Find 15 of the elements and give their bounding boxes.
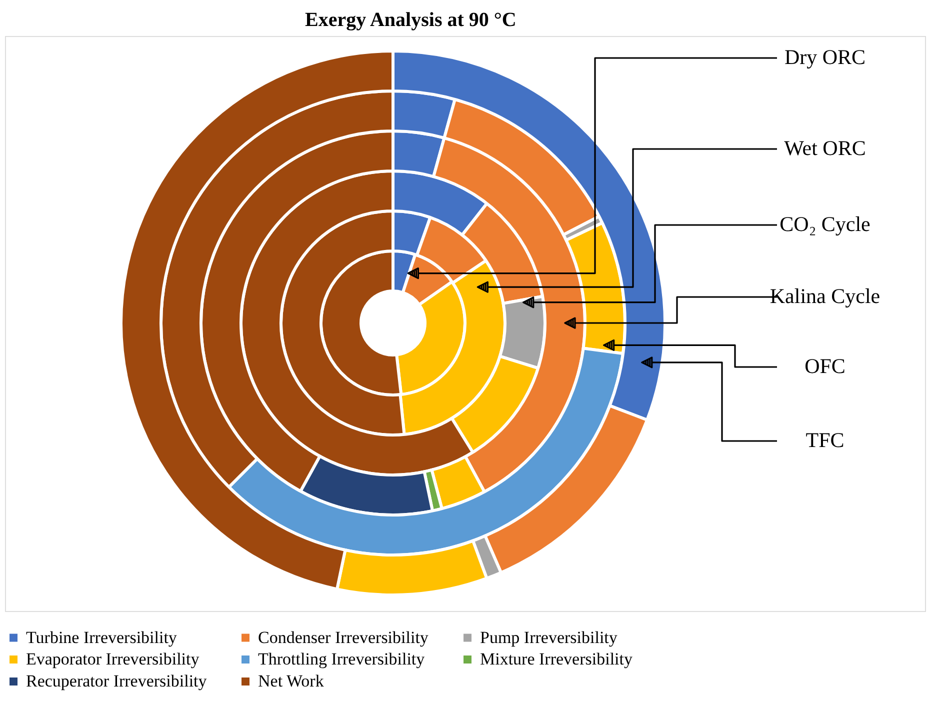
text: Kalina Cycle (770, 284, 880, 308)
legend-label: Recuperator Irreversibility (26, 672, 208, 690)
legend-label: Mixture Irreversibility (480, 650, 633, 668)
legend-label: Throttling Irreversibility (258, 650, 426, 668)
legend-label: Turbine Irreversibility (26, 628, 178, 647)
text: CO₂ Cycle (780, 212, 870, 236)
text: Dry ORC (784, 45, 866, 69)
chart-title: Exergy Analysis at 90 °C (305, 9, 516, 31)
legend-label: Pump Irreversibility (480, 628, 618, 647)
text: OFC (804, 354, 846, 378)
legend-label: Evaporator Irreversibility (26, 650, 200, 668)
text: Wet ORC (784, 136, 866, 160)
legend-label: Net Work (258, 672, 324, 690)
legend-label: Condenser Irreversibility (258, 628, 429, 647)
text: TFC (806, 428, 844, 452)
